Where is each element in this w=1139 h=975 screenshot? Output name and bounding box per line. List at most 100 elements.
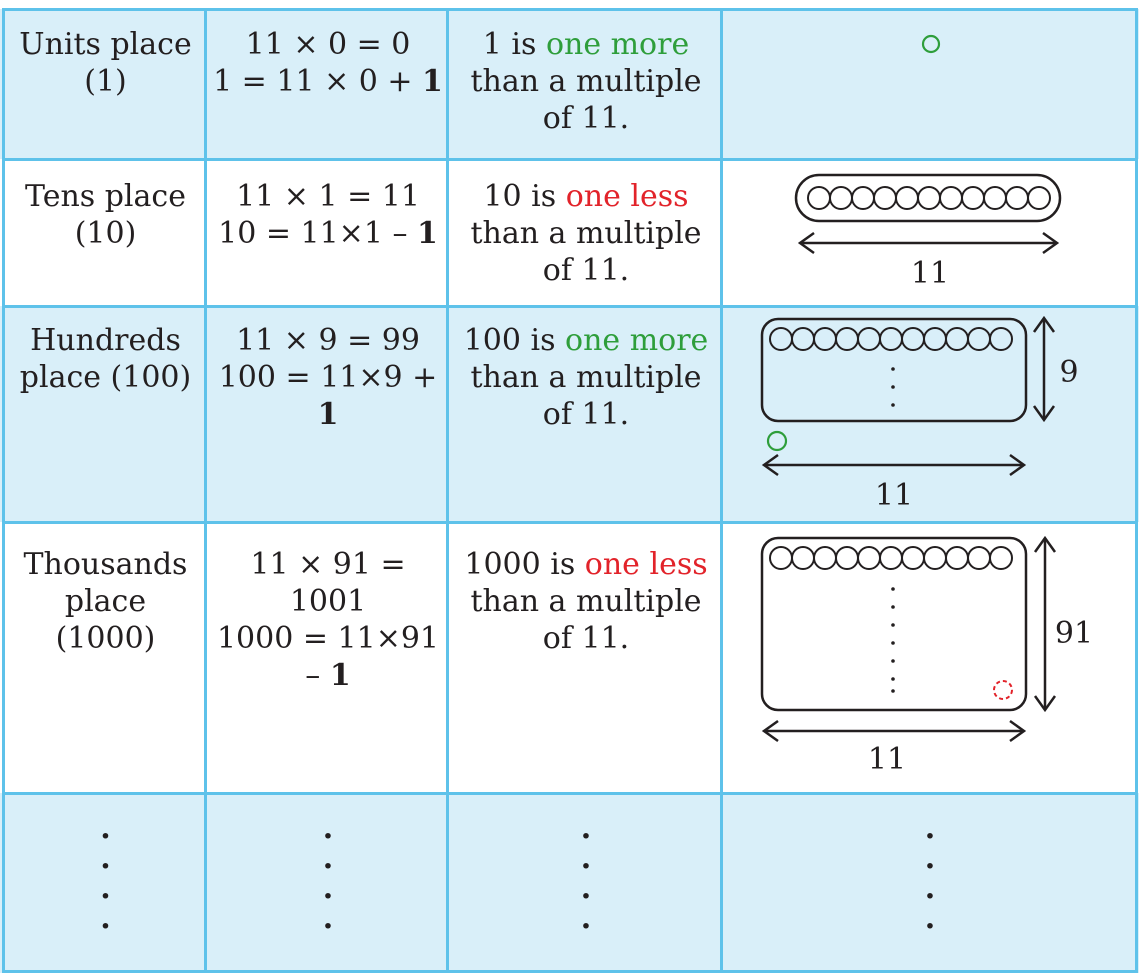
height-arrow — [1033, 535, 1057, 713]
calc-line: 1 = 11 × 0 + 1 — [210, 63, 446, 100]
height-label: 91 — [1055, 616, 1093, 651]
statement-text: 100 is — [463, 323, 566, 358]
bead-row — [769, 327, 1013, 351]
statement-line: of 11. — [542, 397, 630, 432]
width-label: 11 — [868, 742, 906, 777]
calc-text: 10 = 11×1 – — [218, 216, 417, 251]
statement-text: 1000 is — [464, 547, 585, 582]
width-arrow — [761, 453, 1027, 477]
continuation-dots: · · · · — [322, 819, 334, 944]
continuation-dots: · · · · — [580, 819, 592, 944]
place-name-line: place — [64, 584, 147, 619]
width-label: 11 — [875, 478, 913, 513]
calc-line: – 1 — [210, 657, 446, 694]
vertical-dots — [891, 587, 895, 693]
bead-row — [769, 546, 1013, 570]
place-name-cell: Units place (1) — [8, 26, 203, 100]
calc-text: – — [305, 658, 330, 693]
calc-line: 1000 = 11×91 — [216, 621, 440, 656]
grid-line — [720, 9, 723, 973]
statement-text: 1 is — [482, 27, 546, 62]
figure-thousands: 91 11 — [724, 522, 1136, 793]
figure-svg: 9 11 — [760, 315, 1079, 513]
table-row-hundreds — [0, 306, 1139, 522]
place-name-line: Thousands — [23, 547, 188, 582]
table-row-continuation — [0, 793, 1139, 973]
grid-line — [2, 8, 1138, 11]
calc-line: 10 = 11×1 – 1 — [210, 215, 446, 252]
width-label: 11 — [911, 256, 949, 291]
calc-line: 11 × 1 = 11 — [236, 179, 420, 214]
figure-hundreds: 9 11 — [724, 306, 1136, 522]
grid-line — [2, 305, 1138, 308]
place-name-line: place (100) — [19, 360, 192, 395]
height-label: 9 — [1059, 355, 1078, 390]
statement-line: than a multiple — [470, 360, 702, 395]
calc-remainder: 1 — [416, 216, 438, 251]
statement-highlight: one more — [565, 323, 709, 358]
table-row-thousands — [0, 522, 1139, 793]
table-row-units — [0, 9, 1139, 159]
calculation-cell: 11 × 9 = 99 100 = 11×9 + 1 — [210, 322, 446, 433]
statement-line: 1 is one more — [452, 26, 720, 63]
statement-highlight: one less — [565, 179, 689, 214]
calculation-cell: 11 × 1 = 11 10 = 11×1 – 1 — [210, 178, 446, 252]
bead-block-outline — [760, 317, 1028, 423]
table-row-tens — [0, 159, 1139, 306]
calc-line: 100 = 11×9 + 1 — [210, 359, 446, 433]
bead-row-outline — [794, 173, 1062, 223]
statement-cell: 1000 is one less than a multiple of 11. — [452, 546, 720, 657]
place-name-line: Hundreds — [30, 323, 181, 358]
bead-row — [807, 186, 1051, 210]
statement-cell: 100 is one more than a multiple of 11. — [452, 322, 720, 433]
vertical-dots — [891, 367, 895, 407]
calc-text: 100 = 11×9 + — [218, 360, 438, 395]
figure-svg: 11 — [794, 173, 1062, 291]
calc-line: 11 × 9 = 99 — [236, 323, 420, 358]
calc-line: 11 × 0 = 0 — [245, 27, 411, 62]
grid-line — [2, 9, 5, 973]
place-name-line: Units place — [19, 27, 192, 62]
figure-svg: 91 11 — [760, 535, 1093, 777]
statement-line: of 11. — [542, 101, 630, 136]
statement-line: than a multiple — [470, 64, 702, 99]
statement-highlight: one less — [584, 547, 708, 582]
continuation-dots: · · · · — [100, 819, 111, 944]
place-name-line: (10) — [74, 216, 137, 251]
place-name-line: Tens place — [25, 179, 186, 214]
grid-line — [2, 521, 1138, 524]
place-name-cell: Tens place (10) — [8, 178, 203, 252]
grid-line — [204, 9, 207, 973]
statement-text: 10 is — [483, 179, 566, 214]
statement-line: of 11. — [542, 253, 630, 288]
statement-line: 10 is one less — [452, 178, 720, 215]
statement-line: 1000 is one less — [452, 546, 720, 583]
grid-line — [446, 9, 449, 973]
bead-block-outline — [760, 536, 1028, 712]
height-arrow — [1032, 315, 1056, 423]
statement-cell: 10 is one less than a multiple of 11. — [452, 178, 720, 289]
figure-tens: 11 — [724, 159, 1136, 306]
place-name-line: (1000) — [55, 621, 156, 656]
figure-svg — [921, 34, 941, 54]
calc-remainder: 1 — [317, 397, 339, 432]
continuation-dots: · · · · — [924, 819, 936, 944]
grid-line — [1135, 9, 1138, 973]
grid-line — [2, 158, 1138, 161]
single-bead — [921, 34, 941, 54]
calc-remainder: 1 — [329, 658, 351, 693]
grid-line — [2, 792, 1138, 795]
calc-line: 11 × 91 = 1001 — [250, 547, 406, 619]
statement-line: than a multiple — [470, 584, 702, 619]
extra-bead — [766, 430, 788, 452]
statement-highlight: one more — [545, 27, 690, 62]
place-name-cell: Thousands place (1000) — [8, 546, 203, 657]
grid-line — [2, 970, 1138, 973]
removed-bead — [993, 680, 1013, 700]
calc-remainder: 1 — [422, 64, 443, 99]
calculation-cell: 11 × 0 = 0 1 = 11 × 0 + 1 — [210, 26, 446, 100]
statement-line: of 11. — [542, 621, 630, 656]
calc-text: 1 = 11 × 0 + — [213, 64, 423, 99]
place-name-cell: Hundreds place (100) — [8, 322, 203, 396]
